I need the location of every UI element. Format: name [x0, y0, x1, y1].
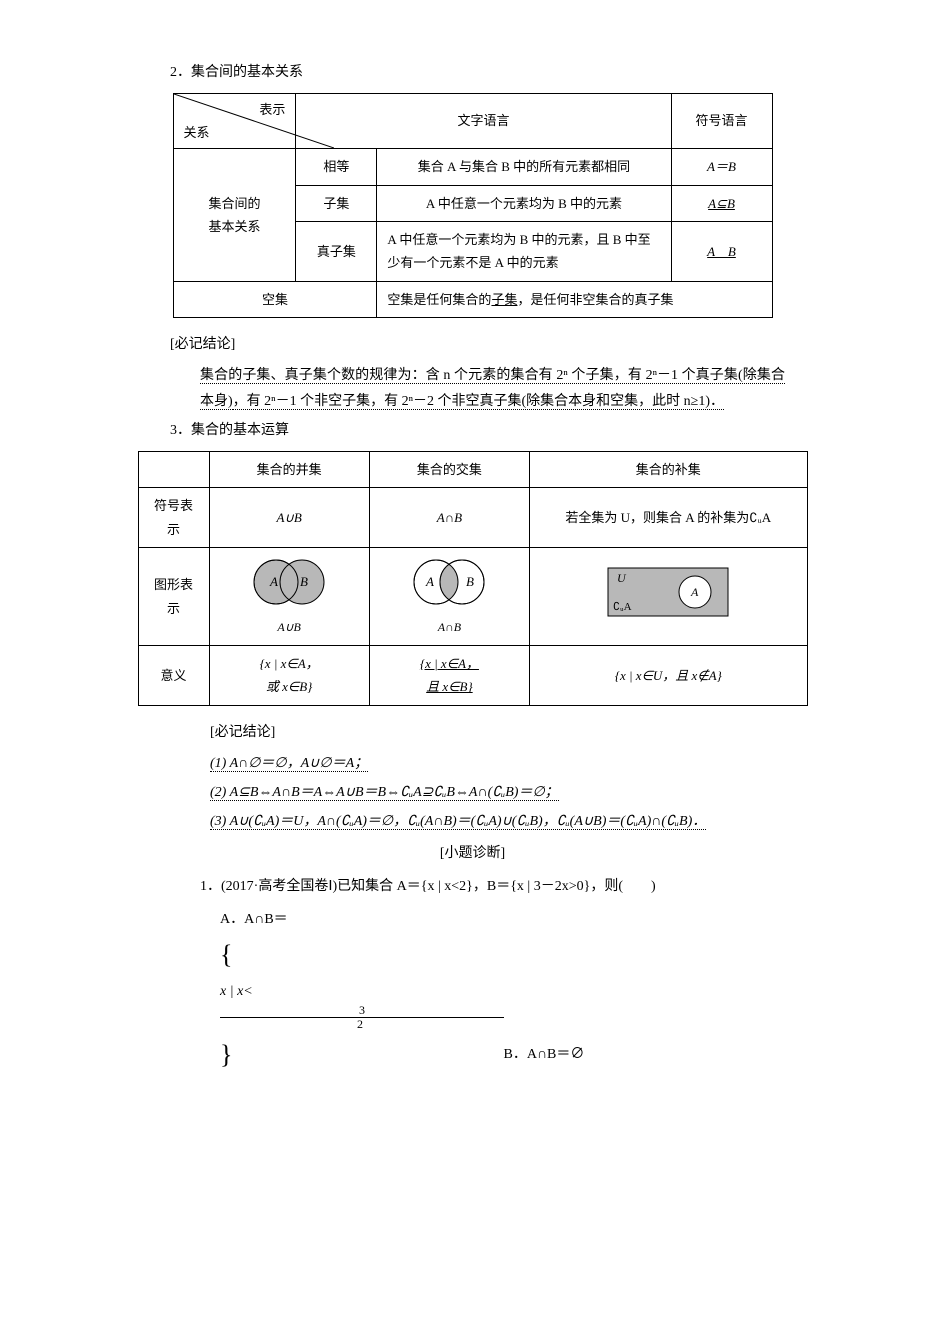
diag-bot: 关系 — [184, 121, 210, 144]
eq-text: 集合 A 与集合 B 中的所有元素都相同 — [418, 159, 630, 174]
venn-b-label: B — [300, 574, 308, 589]
row-group-relations: 集合间的 基本关系 — [173, 149, 296, 282]
section-3-heading: 3．集合的基本运算 — [170, 418, 865, 443]
empty-b: 子集 — [491, 292, 517, 307]
row-symbol: 符号表示 — [138, 488, 209, 548]
relations-table: 表示 关系 文字语言 符号语言 集合间的 基本关系 相等 集合 A 与集合 B … — [173, 93, 773, 318]
conclusion-1-text: 集合的子集、真子集个数的规律为：含 n 个元素的集合有 2ⁿ 个子集，有 2ⁿ－… — [200, 363, 785, 413]
venn2-cap: A∩B — [380, 617, 519, 639]
col-complement: 集合的补集 — [530, 451, 807, 487]
venn-intersection: A B A∩B — [369, 548, 529, 646]
rel-subset-sym: A⊆B — [671, 185, 772, 221]
sub-sym: A⊆B — [708, 196, 735, 211]
row-meaning: 意义 — [138, 646, 209, 706]
rel-equal-sym: A＝B — [671, 149, 772, 185]
option-b: B．A∩B＝∅ — [504, 1042, 784, 1067]
optA-pre: A．A∩B＝ — [220, 907, 500, 932]
blank-cell — [138, 451, 209, 487]
empty-c: ，是任何非空集合的真子集 — [517, 292, 673, 307]
rel-empty-desc: 空集是任何集合的子集，是任何非空集合的真子集 — [377, 281, 772, 317]
para1b: ，有 2ⁿ－1 个非空子集，有 2ⁿ－2 个非空真子集(除集合本身和空集，此时 … — [233, 394, 724, 410]
rel-empty: 空集 — [173, 281, 377, 317]
section-2-heading: 2．集合间的基本关系 — [170, 60, 865, 85]
sym-intersection: A∩B — [369, 488, 529, 548]
venn1-cap: A∪B — [220, 617, 359, 639]
col-intersection: 集合的交集 — [369, 451, 529, 487]
options-row: A．A∩B＝{x | x<32 } B．A∩B＝∅ — [220, 907, 865, 1078]
col-symbol-lang: 符号语言 — [671, 94, 772, 149]
optA-num: 3 — [220, 1004, 504, 1018]
m-u-1: {x | x∈A， — [220, 652, 359, 675]
meaning-union: {x | x∈A， 或 x∈B} — [209, 646, 369, 706]
option-a: A．A∩B＝{x | x<32 } — [220, 907, 500, 1078]
sym-complement: 若全集为 U，则集合 A 的补集为∁ᵤA — [530, 488, 807, 548]
quiz-title: [小题诊断] — [80, 841, 865, 866]
rel-proper-subset: 真子集 — [296, 221, 377, 281]
svg-text:A: A — [690, 585, 699, 599]
m-u-2: 或 x∈B} — [220, 675, 359, 698]
formula-3: (3) A∪(∁ᵤA)＝U，A∩(∁ᵤA)＝∅，∁ᵤ(A∩B)＝(∁ᵤA)∪(∁… — [210, 809, 785, 834]
venn-union: A B A∪B — [209, 548, 369, 646]
optA-mid: x | x< — [220, 979, 500, 1004]
m-i-1: {x | x∈A， — [380, 652, 519, 675]
rel-equal-desc: 集合 A 与集合 B 中的所有元素都相同 — [377, 149, 671, 185]
formula-2: (2) A⊆B⇔A∩B＝A⇔A∪B＝B⇔∁ᵤA⊇∁ᵤB⇔A∩(∁ᵤB)＝∅； — [210, 780, 785, 805]
svg-text:U: U — [617, 571, 627, 585]
c3: (3) A∪(∁ᵤA)＝U，A∩(∁ᵤA)＝∅，∁ᵤ(A∩B)＝(∁ᵤA)∪(∁… — [210, 814, 706, 830]
meaning-intersection: {x | x∈A， 且 x∈B} — [369, 646, 529, 706]
svg-text:B: B — [466, 574, 474, 589]
formula-1: (1) A∩∅＝∅，A∪∅＝A； — [210, 751, 785, 776]
meaning-complement: {x | x∈U，且 x∉A} — [530, 646, 807, 706]
rel-subset: 子集 — [296, 185, 377, 221]
optA-den: 2 — [220, 1018, 500, 1031]
conclusion-2-label: [必记结论] — [210, 720, 865, 745]
psub-sym: A B — [707, 244, 736, 259]
question-1: 1．(2017·高考全国卷Ⅰ)已知集合 A＝{x | x<2}，B＝{x | 3… — [200, 874, 865, 899]
col-text-lang: 文字语言 — [296, 94, 671, 149]
eq-sym: A＝B — [707, 159, 736, 174]
row-diagram: 图形表示 — [138, 548, 209, 646]
conclusion-1-label: [必记结论] — [170, 332, 865, 357]
i-sym: A∩B — [437, 510, 462, 525]
venn-complement: U A ∁ᵤA — [530, 548, 807, 646]
sym-union: A∪B — [209, 488, 369, 548]
empty-a: 空集是任何集合的 — [387, 292, 491, 307]
operations-table: 集合的并集 集合的交集 集合的补集 符号表示 A∪B A∩B 若全集为 U，则集… — [138, 451, 808, 706]
diagonal-header: 表示 关系 — [173, 94, 296, 149]
m-c: {x | x∈U，且 x∉A} — [615, 668, 722, 683]
rel-line2: 基本关系 — [184, 215, 286, 238]
diag-top: 表示 — [259, 98, 285, 121]
u-sym: A∪B — [276, 510, 301, 525]
c1: (1) A∩∅＝∅，A∪∅＝A； — [210, 756, 368, 772]
col-union: 集合的并集 — [209, 451, 369, 487]
rel-line1: 集合间的 — [184, 192, 286, 215]
venn-a-label: A — [269, 574, 278, 589]
rel-subset-desc: A 中任意一个元素均为 B 中的元素 — [377, 185, 671, 221]
svg-text:∁ᵤA: ∁ᵤA — [613, 601, 632, 613]
rel-psub-sym: A B — [671, 221, 772, 281]
rel-equal: 相等 — [296, 149, 377, 185]
rel-psub-desc: A 中任意一个元素均为 B 中的元素，且 B 中至少有一个元素不是 A 中的元素 — [377, 221, 671, 281]
c2: (2) A⊆B⇔A∩B＝A⇔A∪B＝B⇔∁ᵤA⊇∁ᵤB⇔A∩(∁ᵤB)＝∅； — [210, 785, 559, 801]
svg-text:A: A — [425, 574, 434, 589]
m-i-2: 且 x∈B} — [380, 675, 519, 698]
